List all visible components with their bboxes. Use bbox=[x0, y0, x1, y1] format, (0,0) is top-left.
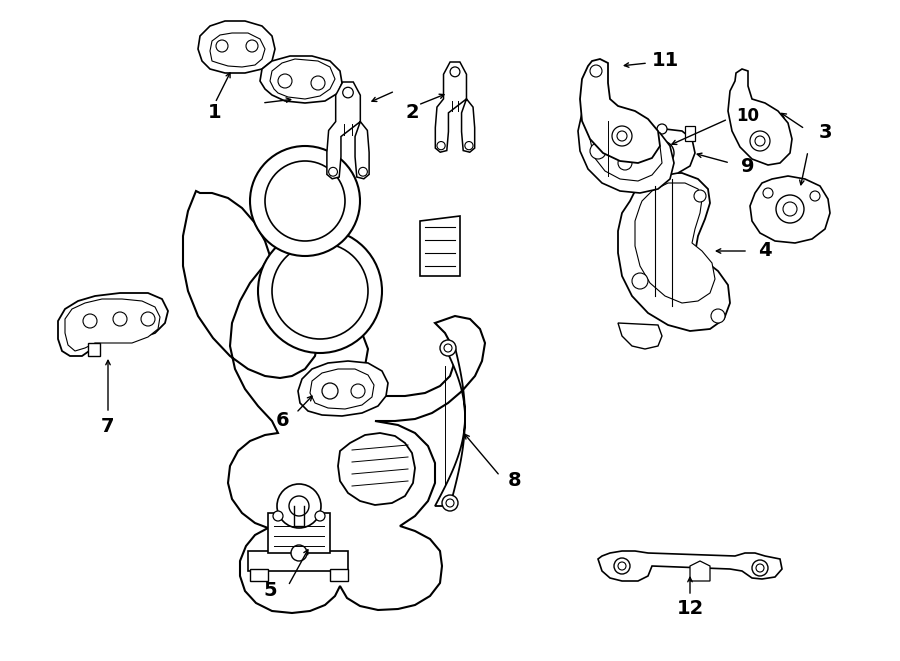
Text: 12: 12 bbox=[677, 600, 704, 619]
Polygon shape bbox=[270, 59, 335, 99]
Polygon shape bbox=[65, 299, 160, 351]
Circle shape bbox=[614, 558, 630, 574]
Circle shape bbox=[810, 191, 820, 201]
Circle shape bbox=[273, 511, 283, 521]
Text: 4: 4 bbox=[758, 241, 772, 260]
Polygon shape bbox=[685, 126, 695, 141]
Text: 9: 9 bbox=[742, 157, 755, 176]
Circle shape bbox=[311, 76, 325, 90]
Polygon shape bbox=[327, 82, 369, 178]
Circle shape bbox=[450, 67, 460, 77]
Circle shape bbox=[440, 340, 456, 356]
Text: 11: 11 bbox=[652, 52, 679, 71]
Circle shape bbox=[351, 384, 365, 398]
Circle shape bbox=[83, 314, 97, 328]
Polygon shape bbox=[436, 62, 474, 152]
Circle shape bbox=[277, 484, 321, 528]
Circle shape bbox=[657, 148, 667, 158]
Polygon shape bbox=[330, 569, 348, 581]
Text: 2: 2 bbox=[405, 104, 418, 122]
Text: 7: 7 bbox=[101, 416, 115, 436]
Circle shape bbox=[617, 131, 627, 141]
Circle shape bbox=[694, 190, 706, 202]
Polygon shape bbox=[590, 109, 662, 181]
Polygon shape bbox=[630, 129, 695, 176]
Circle shape bbox=[343, 87, 354, 98]
Polygon shape bbox=[618, 323, 662, 349]
Circle shape bbox=[246, 40, 258, 52]
Circle shape bbox=[763, 188, 773, 198]
Polygon shape bbox=[635, 183, 715, 303]
Circle shape bbox=[657, 124, 667, 134]
Circle shape bbox=[442, 495, 458, 511]
Circle shape bbox=[755, 136, 765, 146]
Circle shape bbox=[444, 344, 452, 352]
Circle shape bbox=[464, 141, 473, 150]
Text: 8: 8 bbox=[508, 471, 522, 490]
Polygon shape bbox=[578, 101, 674, 193]
Polygon shape bbox=[210, 33, 265, 67]
Circle shape bbox=[315, 511, 325, 521]
Polygon shape bbox=[728, 69, 792, 165]
Polygon shape bbox=[420, 216, 460, 276]
Polygon shape bbox=[248, 551, 348, 571]
Circle shape bbox=[630, 124, 640, 134]
Circle shape bbox=[265, 161, 345, 241]
Polygon shape bbox=[268, 513, 330, 553]
Polygon shape bbox=[628, 126, 638, 141]
Polygon shape bbox=[598, 551, 782, 581]
Circle shape bbox=[750, 131, 770, 151]
Polygon shape bbox=[58, 293, 168, 356]
Circle shape bbox=[618, 156, 632, 170]
Circle shape bbox=[358, 167, 367, 176]
Polygon shape bbox=[750, 176, 830, 243]
Circle shape bbox=[612, 126, 632, 146]
Polygon shape bbox=[250, 569, 268, 581]
Circle shape bbox=[752, 560, 768, 576]
Circle shape bbox=[272, 243, 368, 339]
Circle shape bbox=[632, 273, 648, 289]
Text: 3: 3 bbox=[818, 124, 832, 143]
Circle shape bbox=[650, 141, 674, 165]
Circle shape bbox=[289, 496, 309, 516]
Circle shape bbox=[278, 74, 292, 88]
Circle shape bbox=[250, 146, 360, 256]
Circle shape bbox=[783, 202, 797, 216]
Polygon shape bbox=[260, 56, 342, 103]
Circle shape bbox=[258, 229, 382, 353]
Circle shape bbox=[322, 383, 338, 399]
Circle shape bbox=[437, 141, 446, 150]
Polygon shape bbox=[580, 59, 660, 163]
Polygon shape bbox=[198, 21, 275, 73]
Text: 6: 6 bbox=[276, 412, 290, 430]
Circle shape bbox=[776, 195, 804, 223]
Polygon shape bbox=[338, 433, 415, 505]
Polygon shape bbox=[310, 369, 374, 409]
Polygon shape bbox=[618, 173, 730, 331]
Circle shape bbox=[113, 312, 127, 326]
Circle shape bbox=[641, 144, 655, 158]
Polygon shape bbox=[298, 361, 388, 416]
Text: 10: 10 bbox=[736, 107, 760, 125]
Circle shape bbox=[216, 40, 228, 52]
Circle shape bbox=[590, 143, 606, 159]
Text: 5: 5 bbox=[263, 582, 277, 600]
Circle shape bbox=[711, 309, 725, 323]
Circle shape bbox=[328, 167, 338, 176]
Polygon shape bbox=[435, 346, 465, 506]
Circle shape bbox=[590, 65, 602, 77]
Circle shape bbox=[446, 499, 454, 507]
Text: 1: 1 bbox=[208, 104, 221, 122]
Polygon shape bbox=[690, 561, 710, 581]
Circle shape bbox=[291, 545, 307, 561]
Circle shape bbox=[618, 562, 626, 570]
Polygon shape bbox=[183, 191, 485, 613]
Circle shape bbox=[756, 564, 764, 572]
Circle shape bbox=[141, 312, 155, 326]
Polygon shape bbox=[88, 343, 100, 356]
